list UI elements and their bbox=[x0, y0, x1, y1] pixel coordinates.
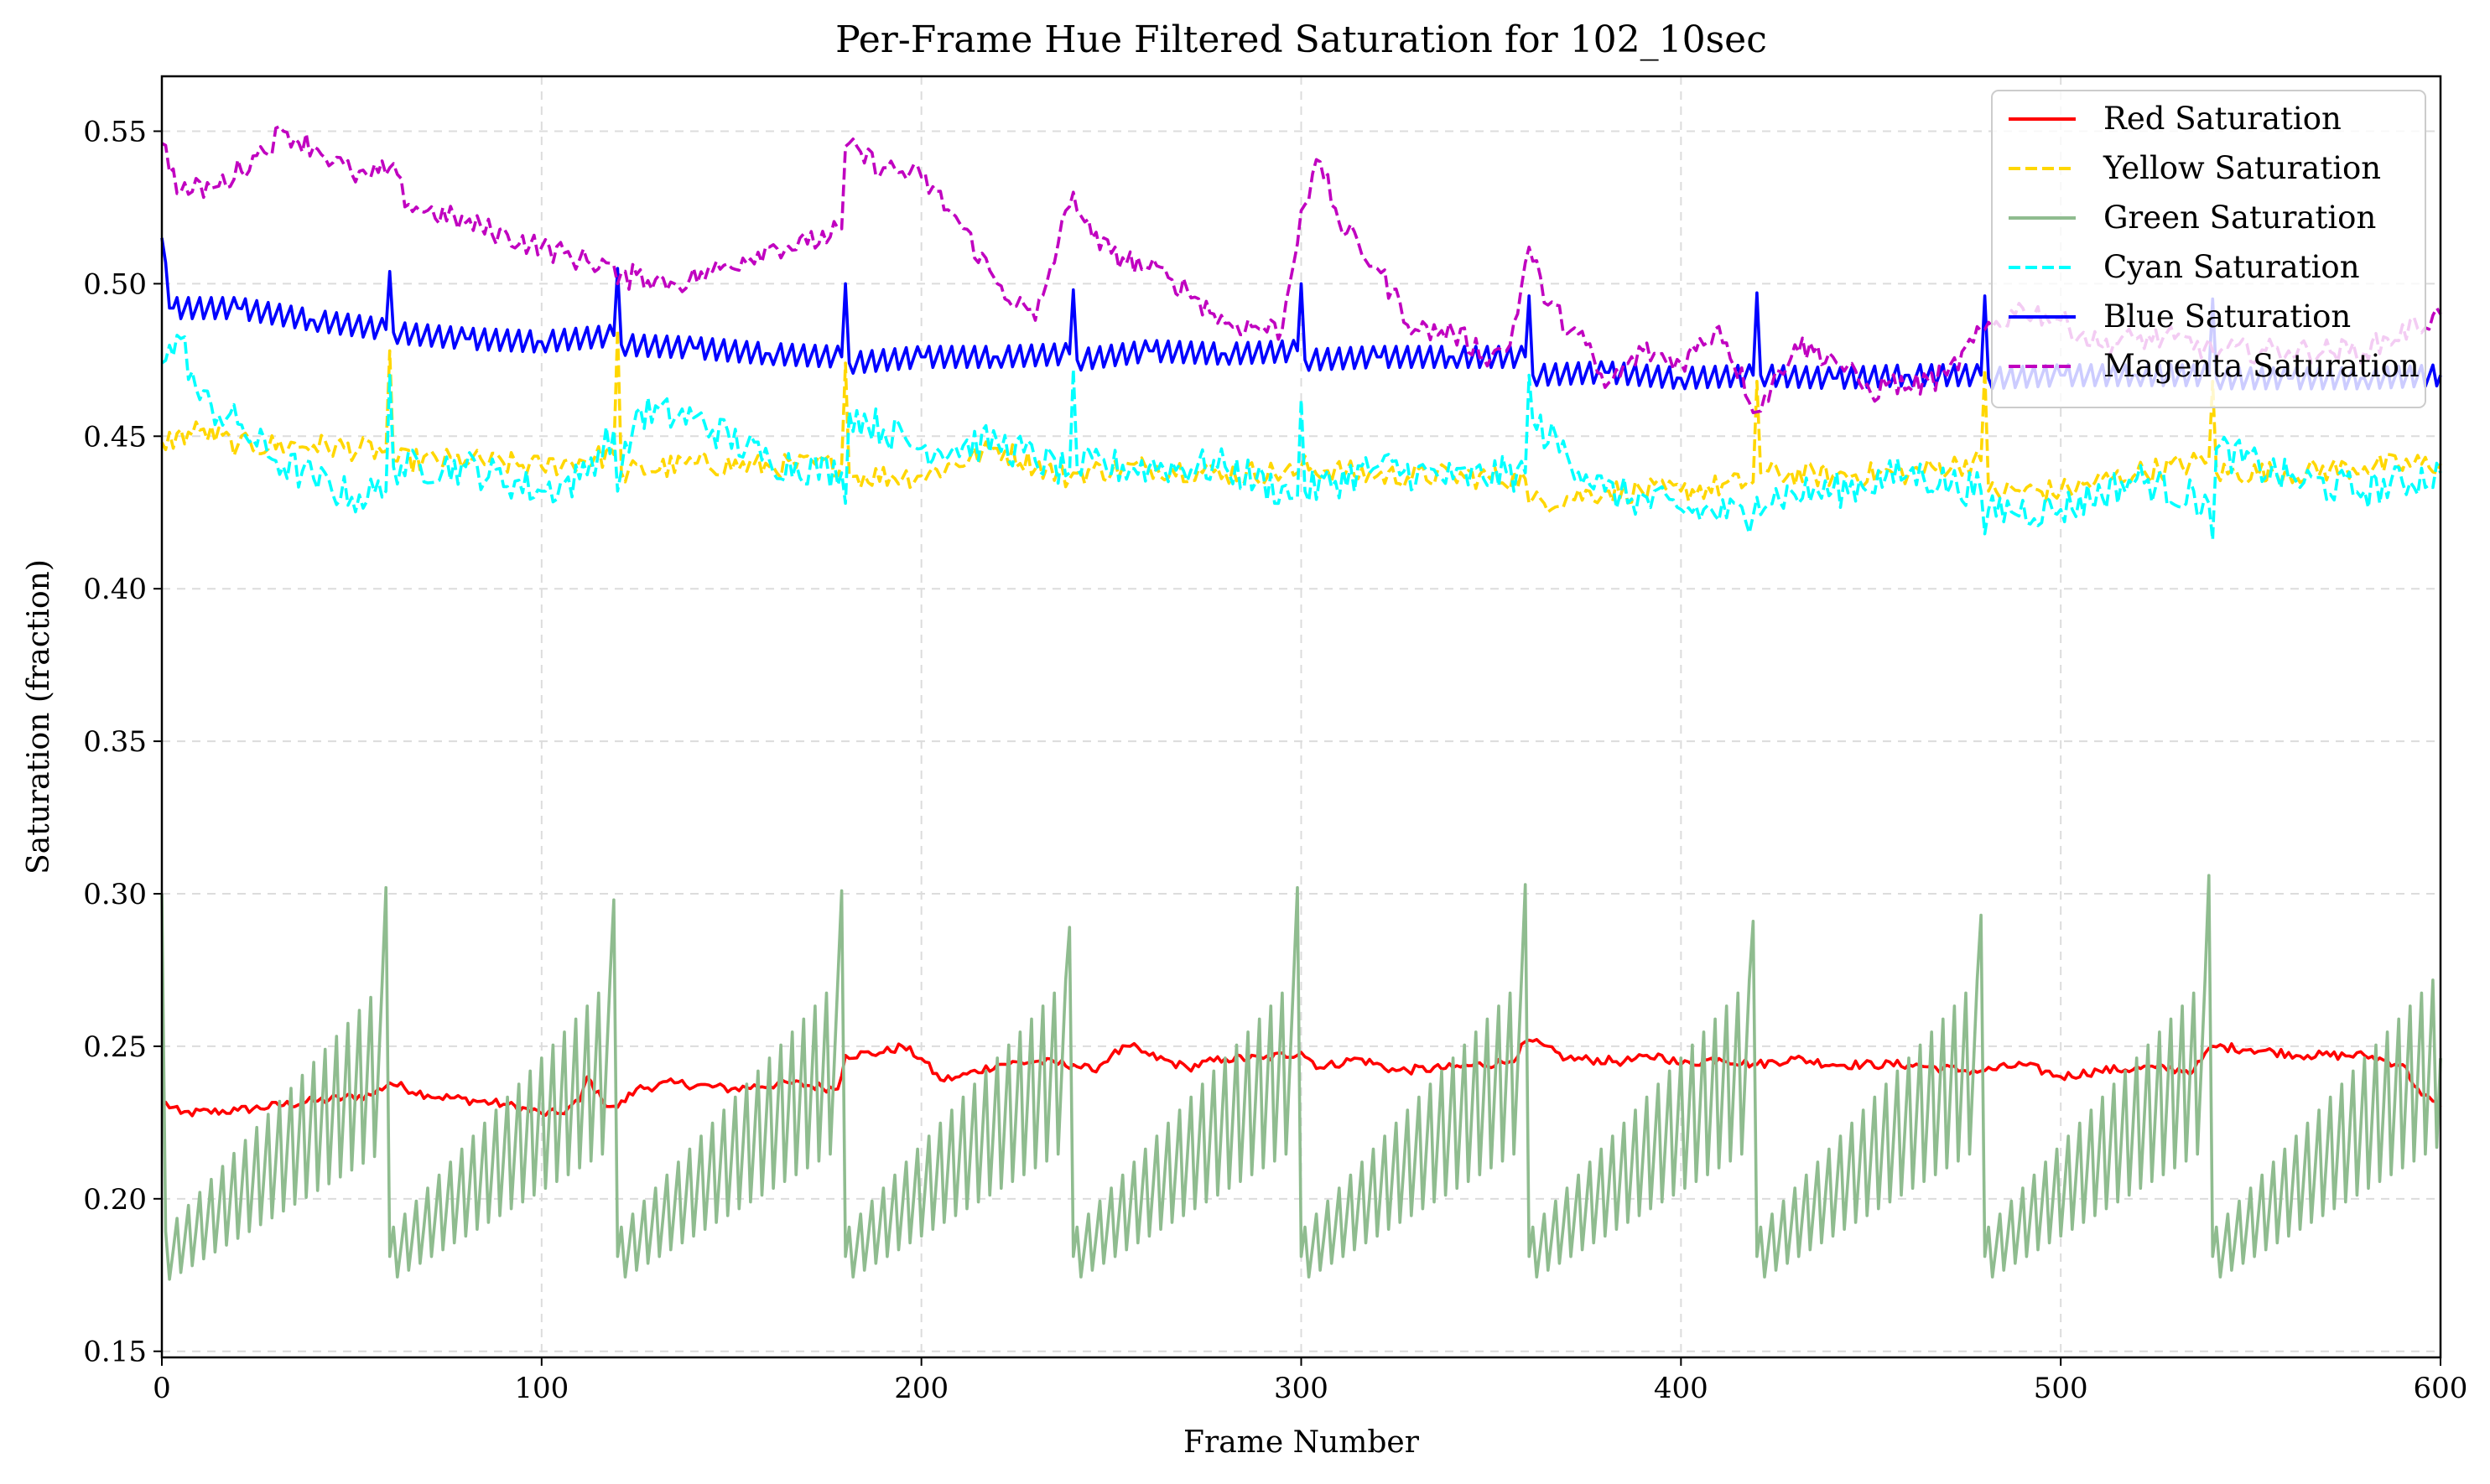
x-tick-label: 400 bbox=[1654, 1372, 1708, 1405]
legend-label: Red Saturation bbox=[2103, 101, 2342, 137]
y-tick-label: 0.20 bbox=[83, 1183, 147, 1217]
legend-label: Blue Saturation bbox=[2103, 298, 2351, 335]
y-tick-label: 0.50 bbox=[83, 267, 147, 301]
y-axis-label: Saturation (fraction) bbox=[22, 559, 56, 874]
x-tick-label: 100 bbox=[514, 1372, 569, 1405]
legend-label: Cyan Saturation bbox=[2103, 249, 2360, 285]
y-tick-label: 0.45 bbox=[83, 420, 147, 454]
x-tick-label: 500 bbox=[2034, 1372, 2088, 1405]
legend-label: Yellow Saturation bbox=[2103, 150, 2381, 186]
axis-ticks: 0 100 200 300 400 500 600 0.15 0.20 0.25 0.30 0.35 0… bbox=[83, 115, 2467, 1405]
y-tick-label: 0.40 bbox=[83, 573, 147, 606]
x-tick-label: 200 bbox=[894, 1372, 949, 1405]
y-tick-label: 0.15 bbox=[83, 1336, 147, 1369]
series-line-green-saturation bbox=[160, 874, 2442, 1281]
series-line-red-saturation bbox=[161, 1038, 2442, 1118]
x-tick-label: 0 bbox=[153, 1372, 171, 1405]
x-tick-label: 300 bbox=[1274, 1372, 1328, 1405]
legend: Red Saturation Yellow Saturation Green Sat… bbox=[1991, 90, 2426, 408]
y-tick-label: 0.25 bbox=[83, 1030, 147, 1064]
legend-label: Magenta Saturation bbox=[2103, 348, 2420, 384]
chart-title: Per-Frame Hue Filtered Saturation for 10… bbox=[835, 18, 1767, 61]
series-line-yellow-saturation bbox=[160, 328, 2442, 514]
y-tick-label: 0.35 bbox=[83, 725, 147, 759]
legend-box bbox=[1991, 90, 2426, 408]
legend-label: Green Saturation bbox=[2103, 200, 2376, 236]
series-line-cyan-saturation bbox=[160, 334, 2442, 542]
x-axis-label: Frame Number bbox=[1183, 1425, 1420, 1460]
y-tick-label: 0.55 bbox=[83, 115, 147, 148]
x-tick-label: 600 bbox=[2414, 1372, 2468, 1405]
y-tick-label: 0.30 bbox=[83, 878, 147, 911]
